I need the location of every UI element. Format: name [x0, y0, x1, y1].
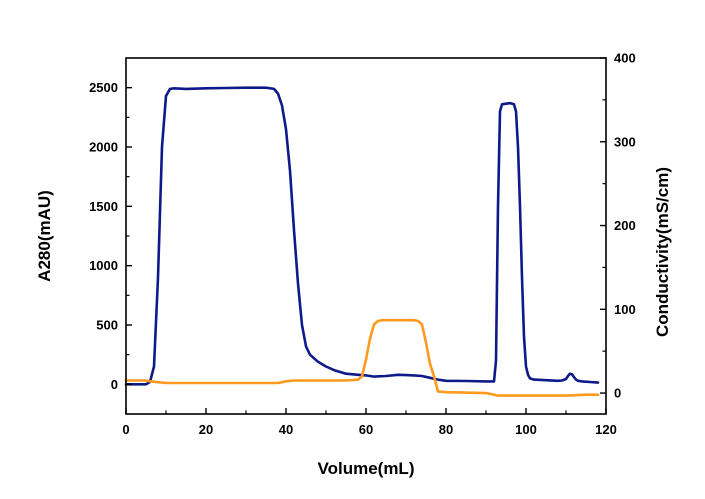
x-axis-title: Volume(mL): [318, 459, 415, 478]
x-tick-label: 80: [439, 422, 453, 437]
right-y-tick-label: 200: [614, 218, 636, 233]
a280-series-line: [124, 86, 600, 386]
left-y-axis-title: A280(mAU): [35, 190, 54, 282]
right-y-tick-label: 400: [614, 51, 636, 66]
x-tick-label: 60: [359, 422, 373, 437]
left-y-tick-label: 0: [111, 377, 118, 392]
x-tick-label: 100: [515, 422, 537, 437]
axis-ticks: 0 20 40 60 80 100 120 0 500 1000 1500 2000 2500 0 100 2…: [89, 51, 636, 438]
right-y-tick-label: 100: [614, 302, 636, 317]
x-tick-label: 20: [199, 422, 213, 437]
right-y-axis-title: Conductivity(mS/cm): [653, 167, 672, 337]
x-tick-label: 120: [595, 422, 617, 437]
left-y-tick-label: 1500: [89, 199, 118, 214]
left-y-tick-label: 1000: [89, 258, 118, 273]
left-y-tick-label: 2000: [89, 140, 118, 155]
plot-area: [124, 86, 600, 397]
right-y-tick-label: 300: [614, 134, 636, 149]
left-y-tick-label: 500: [96, 318, 118, 333]
x-tick-label: 40: [279, 422, 293, 437]
x-tick-label: 0: [122, 422, 129, 437]
right-y-tick-label: 0: [614, 386, 621, 401]
conductivity-series-line: [124, 318, 600, 397]
left-y-tick-label: 2500: [89, 80, 118, 95]
